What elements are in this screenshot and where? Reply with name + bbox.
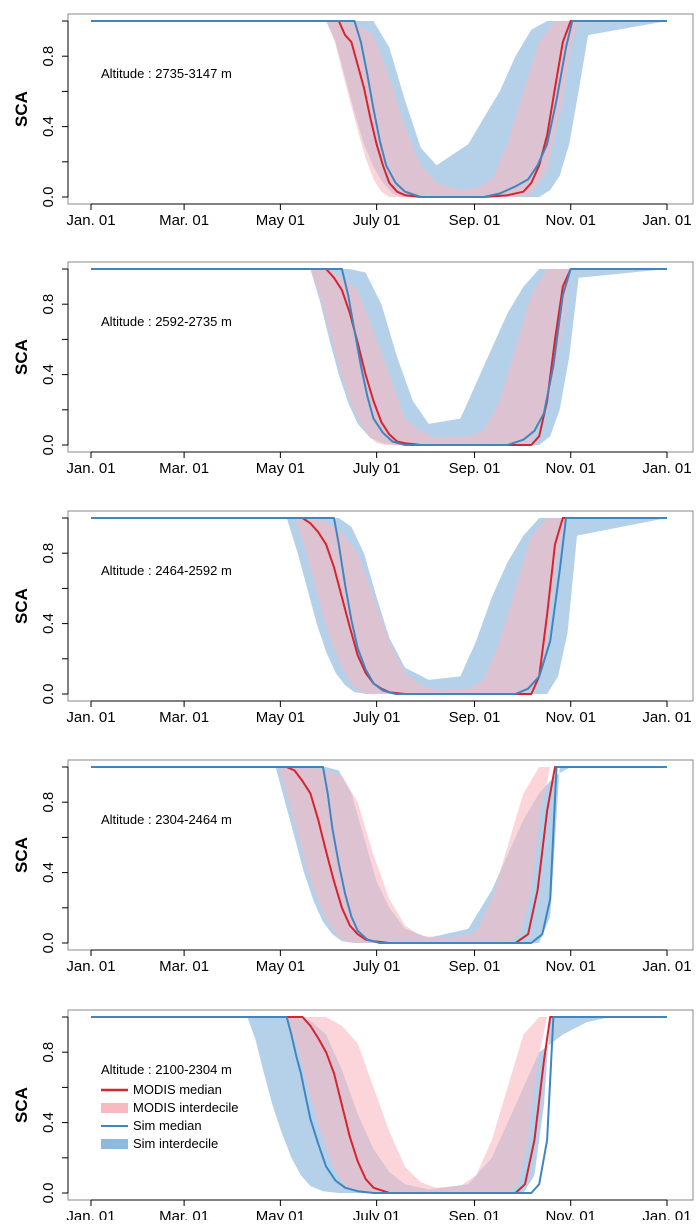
sim-median-line (91, 766, 667, 944)
altitude-annotation: Altitude : 2464-2592 m (101, 563, 232, 578)
x-tick-label: Jan. 01 (642, 1208, 691, 1220)
y-tick-label: 0.8 (40, 543, 57, 564)
y-axis-label: SCA (12, 837, 31, 873)
x-tick-label: May 01 (256, 460, 305, 477)
y-tick-label: 0.8 (40, 294, 57, 315)
x-tick-label: Nov. 01 (545, 212, 596, 229)
x-tick-label: Jan. 01 (66, 212, 115, 229)
legend-label: MODIS interdecile (133, 1100, 238, 1115)
x-tick-label: Nov. 01 (545, 460, 596, 477)
y-tick-label: 0.4 (40, 613, 57, 634)
x-tick-label: Nov. 01 (545, 709, 596, 726)
x-tick-label: Jan. 01 (642, 709, 691, 726)
modis-interdecile-band (91, 21, 667, 197)
x-tick-label: Mar. 01 (159, 1208, 209, 1220)
modis-interdecile-band (91, 767, 667, 943)
x-tick-label: Jan. 01 (66, 1208, 115, 1220)
y-tick-label: 0.4 (40, 364, 57, 385)
sim-median-line (91, 268, 667, 446)
modis-median-line (91, 268, 667, 446)
y-tick-label: 0.4 (40, 116, 57, 137)
altitude-annotation: Altitude : 2592-2735 m (101, 314, 232, 329)
x-tick-label: May 01 (256, 212, 305, 229)
x-tick-label: Sep. 01 (449, 709, 501, 726)
sim-median-line (91, 1016, 667, 1194)
x-tick-label: Jan. 01 (642, 212, 691, 229)
x-tick-label: Jan. 01 (642, 958, 691, 975)
y-tick-label: 0.0 (40, 1183, 57, 1204)
modis-median-line (91, 766, 667, 944)
altitude-annotation: Altitude : 2735-3147 m (101, 66, 232, 81)
x-tick-label: Sep. 01 (449, 958, 501, 975)
altitude-annotation: Altitude : 2100-2304 m (101, 1062, 232, 1077)
y-axis-label: SCA (12, 91, 31, 127)
y-tick-label: 0.8 (40, 46, 57, 67)
y-axis-label: SCA (12, 588, 31, 624)
y-tick-label: 0.0 (40, 187, 57, 208)
x-tick-label: Mar. 01 (159, 958, 209, 975)
y-tick-label: 0.4 (40, 862, 57, 883)
x-tick-label: Mar. 01 (159, 212, 209, 229)
y-axis-label: SCA (12, 339, 31, 375)
modis-median-line (91, 20, 667, 198)
x-tick-label: July 01 (353, 212, 401, 229)
x-tick-label: Sep. 01 (449, 212, 501, 229)
x-tick-label: Mar. 01 (159, 709, 209, 726)
x-tick-label: Nov. 01 (545, 1208, 596, 1220)
modis-median-line (91, 1016, 667, 1194)
altitude-annotation: Altitude : 2304-2464 m (101, 812, 232, 827)
y-tick-label: 0.0 (40, 933, 57, 954)
x-tick-label: Sep. 01 (449, 460, 501, 477)
modis-interdecile-band (91, 1017, 667, 1193)
x-tick-label: May 01 (256, 1208, 305, 1220)
y-tick-label: 0.4 (40, 1112, 57, 1133)
x-tick-label: Mar. 01 (159, 460, 209, 477)
x-tick-label: Jan. 01 (66, 709, 115, 726)
y-tick-label: 0.8 (40, 792, 57, 813)
x-tick-label: Sep. 01 (449, 1208, 501, 1220)
legend-label: Sim interdecile (133, 1136, 218, 1151)
sim-median-line (91, 517, 667, 695)
x-tick-label: July 01 (353, 1208, 401, 1220)
x-tick-label: Nov. 01 (545, 958, 596, 975)
x-tick-label: July 01 (353, 958, 401, 975)
y-tick-label: 0.0 (40, 435, 57, 456)
modis-interdecile-band (91, 518, 667, 694)
x-tick-label: May 01 (256, 709, 305, 726)
x-tick-label: May 01 (256, 958, 305, 975)
sim-median-line (91, 20, 667, 198)
legend-label: Sim median (133, 1118, 202, 1133)
y-axis-label: SCA (12, 1087, 31, 1123)
x-tick-label: July 01 (353, 460, 401, 477)
x-tick-label: Jan. 01 (66, 460, 115, 477)
x-tick-label: July 01 (353, 709, 401, 726)
x-tick-label: Jan. 01 (66, 958, 115, 975)
y-tick-label: 0.0 (40, 684, 57, 705)
y-tick-label: 0.8 (40, 1042, 57, 1063)
modis-interdecile-band (91, 269, 667, 445)
x-tick-label: Jan. 01 (642, 460, 691, 477)
legend-label: MODIS median (133, 1082, 222, 1097)
